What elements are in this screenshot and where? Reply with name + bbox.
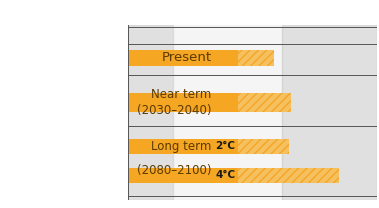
- Text: 4°C: 4°C: [215, 170, 235, 180]
- Bar: [128, 139, 238, 154]
- Text: Long term: Long term: [151, 140, 211, 153]
- Text: Present: Present: [161, 51, 211, 64]
- Bar: [238, 93, 291, 112]
- Text: 2°C: 2°C: [215, 141, 235, 151]
- Bar: [128, 93, 238, 112]
- Bar: [238, 50, 274, 66]
- Bar: [238, 139, 289, 154]
- Bar: [238, 168, 338, 183]
- Bar: [173, 25, 282, 200]
- Bar: [282, 25, 377, 200]
- Text: (2080–2100): (2080–2100): [137, 164, 211, 177]
- Bar: [128, 25, 173, 200]
- Text: Near term
(2030–2040): Near term (2030–2040): [137, 88, 211, 117]
- Bar: [128, 168, 238, 183]
- Bar: [128, 50, 238, 66]
